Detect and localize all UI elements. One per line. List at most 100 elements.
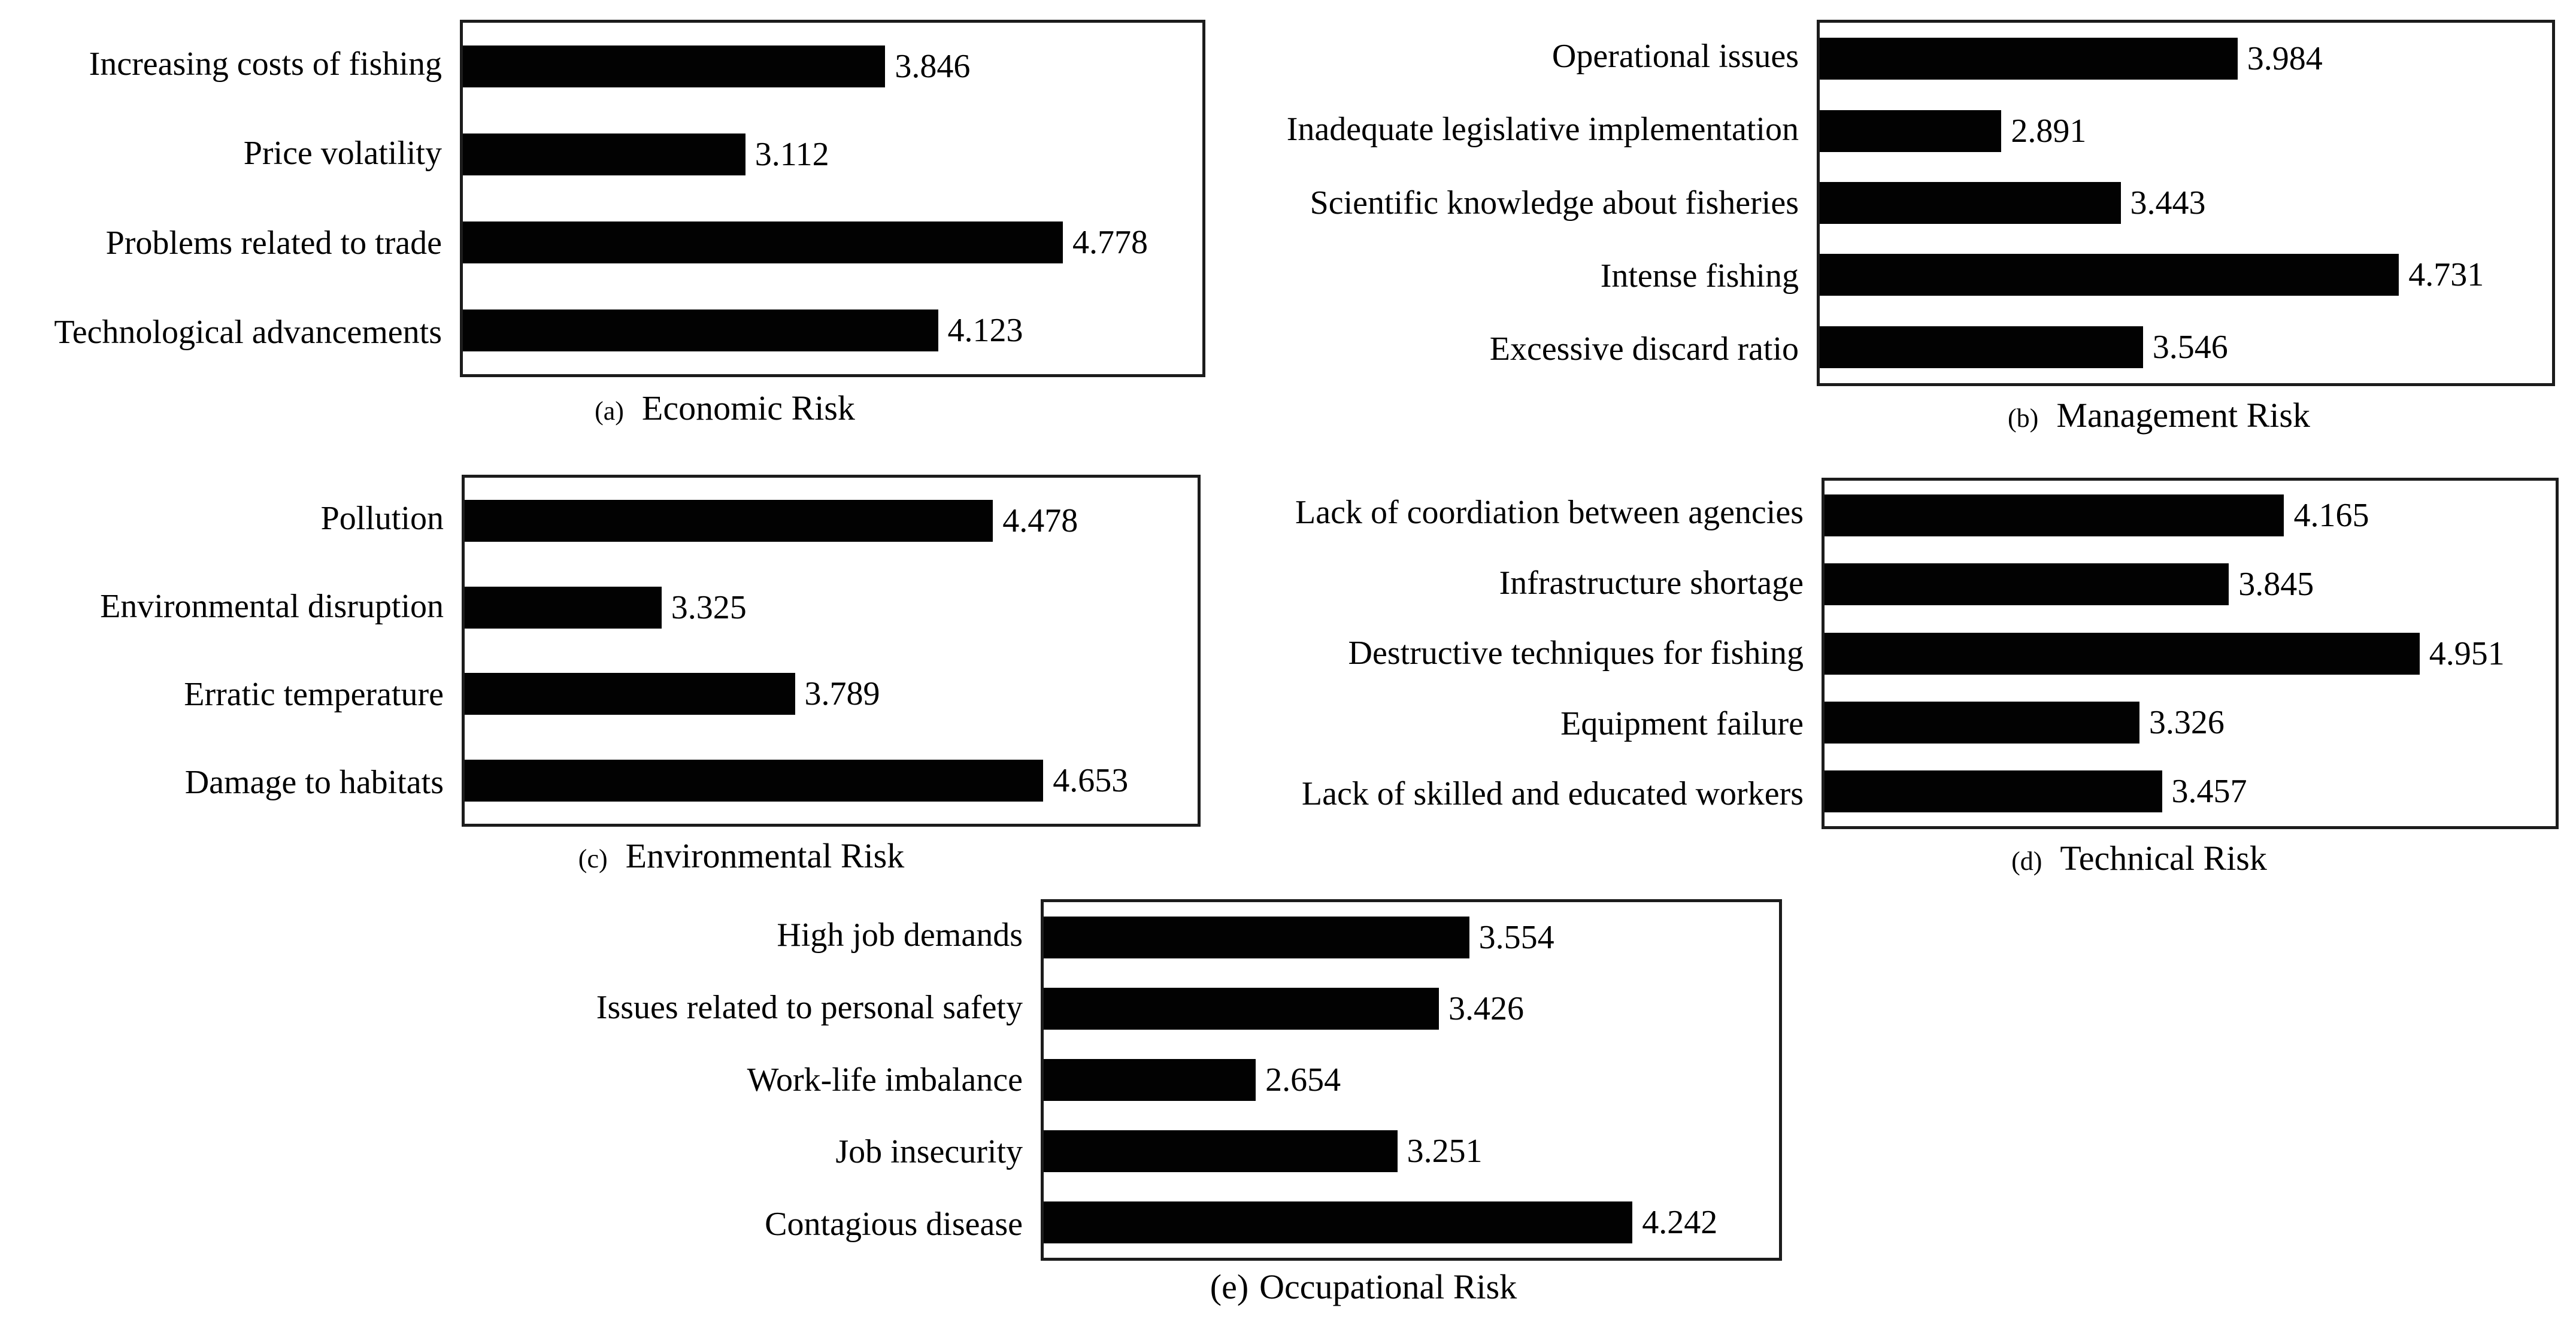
- category-label-row: Increasing costs of fishing: [36, 20, 442, 109]
- bar-value-label: 4.242: [1642, 1203, 1718, 1241]
- bar-value-label: 4.653: [1053, 761, 1129, 799]
- category-label-row: Scientific knowledge about fisheries: [1222, 166, 1799, 239]
- category-label: Price volatility: [243, 135, 442, 172]
- bar-row: 4.165: [1825, 481, 2556, 550]
- bar-value-label: 3.426: [1448, 990, 1524, 1028]
- bar-value-label: 3.251: [1407, 1132, 1483, 1170]
- plot-area: 3.984 2.891 3.443 4.731 3.546: [1817, 20, 2555, 386]
- bar-row: 3.457: [1825, 757, 2556, 826]
- bar-row: 2.891: [1820, 95, 2552, 166]
- panel-caption: (c) Environmental Risk: [372, 836, 1111, 876]
- category-label: Excessive discard ratio: [1489, 330, 1799, 368]
- bar-row: 3.846: [463, 23, 1202, 111]
- bar-value-label: 3.845: [2238, 566, 2314, 603]
- category-labels: Increasing costs of fishing Price volatil…: [36, 20, 460, 377]
- panel-caption-index: (e): [1210, 1267, 1249, 1306]
- bar-value-label: 3.546: [2152, 328, 2228, 366]
- bar-value-label: 4.951: [2429, 635, 2505, 672]
- category-label-row: Contagious disease: [515, 1188, 1023, 1261]
- category-label-row: Destructive techniques for fishing: [1216, 618, 1804, 688]
- bar-row: 3.546: [1820, 311, 2552, 383]
- panel-caption: (b) Management Risk: [1790, 395, 2528, 435]
- category-label-row: Erratic temperature: [84, 651, 444, 739]
- plot-area: 3.846 3.112 4.778 4.123: [460, 20, 1205, 377]
- bar: [463, 133, 745, 176]
- bar: [1820, 110, 2002, 152]
- bar-value-label: 3.112: [754, 136, 829, 174]
- bar-value-label: 2.654: [1265, 1061, 1341, 1099]
- category-labels: Lack of coordiation between agencies Infr…: [1216, 478, 1822, 829]
- bar-value-label: 4.731: [2408, 256, 2484, 294]
- category-label-row: Problems related to trade: [36, 199, 442, 288]
- bar-row: 3.554: [1044, 902, 1779, 973]
- category-labels: Operational issues Inadequate legislative…: [1222, 20, 1817, 386]
- panel-caption-index: (b): [2008, 403, 2039, 433]
- panel-caption-index: (a): [595, 396, 624, 426]
- panel-caption-title: Economic Risk: [641, 389, 855, 427]
- category-label-row: Infrastructure shortage: [1216, 548, 1804, 618]
- bar-value-label: 3.984: [2247, 40, 2323, 78]
- category-label: Work-life imbalance: [747, 1061, 1023, 1099]
- bar-row: 4.653: [465, 738, 1198, 824]
- bar: [1825, 701, 2139, 744]
- plot-area: 4.478 3.325 3.789 4.653: [462, 475, 1201, 827]
- category-label: Inadequate legislative implementation: [1286, 111, 1799, 148]
- category-label-row: Excessive discard ratio: [1222, 313, 1799, 386]
- bar: [1044, 1130, 1398, 1172]
- bar-value-label: 3.325: [671, 588, 747, 626]
- bar: [1820, 182, 2121, 224]
- bar: [465, 673, 795, 715]
- category-label-row: Operational issues: [1222, 20, 1799, 93]
- category-label-row: Damage to habitats: [84, 739, 444, 827]
- bar-row: 3.426: [1044, 973, 1779, 1045]
- bar-row: 4.478: [465, 478, 1198, 565]
- category-label: Damage to habitats: [184, 764, 444, 802]
- bar: [1825, 770, 2162, 813]
- bar-row: 3.112: [463, 111, 1202, 199]
- category-label-row: Intense fishing: [1222, 239, 1799, 312]
- bar-row: 3.325: [465, 565, 1198, 651]
- bar: [465, 500, 993, 542]
- bar-value-label: 4.778: [1072, 223, 1148, 261]
- bar-value-label: 3.326: [2148, 703, 2225, 741]
- bar-value-label: 3.846: [895, 48, 971, 86]
- panel-caption-title: Technical Risk: [2060, 839, 2267, 878]
- bar: [1820, 326, 2143, 368]
- category-label: Lack of coordiation between agencies: [1295, 494, 1804, 532]
- category-label: Scientific knowledge about fisheries: [1310, 184, 1799, 221]
- category-label: Infrastructure shortage: [1499, 564, 1804, 602]
- category-label-row: Lack of coordiation between agencies: [1216, 478, 1804, 548]
- bar-row: 3.326: [1825, 688, 2556, 757]
- category-label: Equipment failure: [1560, 705, 1804, 742]
- category-label: Problems related to trade: [105, 224, 442, 262]
- category-label-row: Lack of skilled and educated workers: [1216, 759, 1804, 829]
- panel-caption: (d) Technical Risk: [1771, 838, 2508, 878]
- category-labels: Pollution Environmental disruption Erratic…: [84, 475, 462, 827]
- bar-row: 2.654: [1044, 1045, 1779, 1116]
- bar-row: 3.789: [465, 651, 1198, 738]
- bar: [465, 759, 1044, 802]
- plot-area: 4.165 3.845 4.951 3.326 3.457: [1822, 478, 2559, 829]
- bar: [1044, 1201, 1633, 1243]
- category-label: Technological advancements: [54, 313, 442, 351]
- bar-row: 3.984: [1820, 23, 2552, 95]
- category-label-row: Pollution: [84, 475, 444, 563]
- category-label-row: Environmental disruption: [84, 563, 444, 651]
- bar: [1044, 988, 1439, 1030]
- bar-row: 4.242: [1044, 1187, 1779, 1258]
- bar: [1825, 632, 2420, 675]
- plot-area: 3.554 3.426 2.654 3.251 4.242: [1041, 899, 1782, 1261]
- bar: [1820, 38, 2238, 80]
- bar: [463, 221, 1063, 263]
- bar-value-label: 2.891: [2011, 112, 2087, 150]
- category-label: Job insecurity: [835, 1133, 1023, 1171]
- bar: [1820, 254, 2399, 296]
- bar-value-label: 3.457: [2171, 773, 2247, 811]
- bar-value-label: 3.789: [804, 675, 880, 713]
- category-label: Increasing costs of fishing: [89, 45, 442, 83]
